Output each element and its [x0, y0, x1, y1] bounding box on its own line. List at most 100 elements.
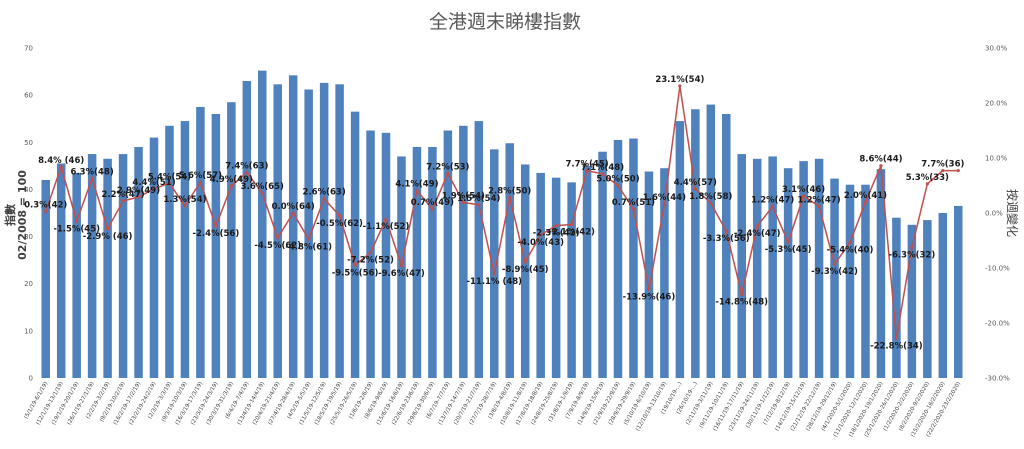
change-point [631, 207, 636, 211]
y-tick-label: 50 [24, 139, 33, 147]
bar [923, 220, 932, 378]
change-point [647, 287, 651, 292]
y2-axis-title: 按週變化 [1005, 189, 1020, 237]
bar [892, 217, 901, 378]
bar [830, 178, 839, 378]
bar [443, 130, 453, 378]
data-label: 1.2%(47) [797, 195, 840, 205]
data-label: 2.0%(41) [844, 191, 887, 201]
bar [954, 205, 963, 378]
change-point [600, 172, 605, 176]
change-point [894, 336, 899, 340]
change-point [879, 164, 883, 168]
bar [799, 161, 808, 378]
bar [180, 121, 190, 378]
change-point [183, 204, 187, 208]
change-point [786, 240, 790, 244]
y-axis-right: -30.0% -20.0% -10.0% 0.0% 10.0% 20.0% 30.0% [985, 45, 1010, 383]
bar [551, 177, 561, 378]
change-point [693, 187, 697, 191]
bar [319, 82, 329, 378]
bar [56, 163, 66, 378]
change-point [956, 169, 960, 173]
change-point [106, 227, 110, 231]
y-tick-label: 20 [24, 280, 33, 288]
data-label: 1.5%(54) [457, 194, 500, 204]
change-point [802, 194, 806, 198]
change-point [90, 176, 94, 180]
data-label: 1.3%(54) [163, 195, 206, 205]
data-label: -9.3%(42) [811, 267, 858, 277]
data-label: 2.2%(47) [101, 190, 144, 200]
bar [814, 158, 824, 378]
bar [907, 224, 917, 378]
change-point [136, 195, 141, 199]
change-point [260, 191, 264, 195]
data-label: 2.6%(63) [303, 188, 346, 198]
data-label: -1.5%(45) [53, 224, 100, 234]
data-label: -1.1%(52) [363, 222, 410, 232]
bar [196, 106, 205, 379]
data-label: -2.1%(42) [548, 228, 595, 238]
data-label: 0.0%(64) [272, 202, 315, 212]
bar [613, 139, 623, 378]
y2-tick-label: 20.0% [985, 100, 1008, 108]
y-tick-label: 10 [24, 327, 33, 335]
bar [258, 70, 267, 378]
data-label: 7.7%(36) [921, 160, 964, 170]
data-label: -6.3%(32) [889, 251, 936, 261]
y-tick-label: 70 [24, 45, 33, 53]
y-axis-subtitle: 02/2008 = 100 [16, 170, 29, 260]
change-point [508, 196, 512, 200]
change-point [368, 251, 373, 255]
y2-tick-label: 0.0% [985, 210, 1003, 218]
bar [644, 171, 654, 378]
bar [288, 75, 298, 378]
data-label: 4.9%(49) [210, 175, 253, 185]
y-tick-label: 60 [24, 92, 33, 100]
change-point [925, 182, 929, 186]
data-label: -0.5%(62) [316, 219, 363, 229]
change-point [214, 224, 218, 228]
data-label: -11.1% (48) [466, 277, 522, 287]
change-point [616, 183, 620, 188]
data-label: 3.1%(46) [782, 185, 825, 195]
change-point [662, 202, 667, 206]
change-point [338, 214, 342, 218]
bar [366, 130, 375, 378]
bar [474, 121, 484, 378]
change-point [291, 211, 295, 215]
bar [149, 137, 159, 378]
bar [876, 169, 886, 378]
data-label: -2.9% (46) [83, 232, 133, 242]
data-label: 1.6%(44) [643, 193, 686, 203]
change-point [430, 207, 434, 211]
data-label: -3.3%(56) [703, 234, 750, 244]
y-axis-left: 0 10 20 30 40 50 60 70 [24, 45, 33, 383]
data-label: 7.4%(63) [225, 161, 268, 171]
data-label: 8.4% (46) [38, 156, 84, 166]
bar [598, 151, 607, 378]
bar [536, 172, 545, 378]
change-point [709, 201, 713, 205]
change-point [678, 84, 682, 88]
data-label: -7.2%(52) [347, 256, 394, 266]
data-label: 8.6%(44) [859, 155, 902, 165]
bar [706, 104, 716, 378]
data-label: -4.5%(62) [254, 241, 301, 251]
data-label: -14.8%(48) [715, 297, 768, 307]
y-tick-label: 0 [29, 375, 33, 383]
bar [335, 84, 344, 379]
data-label: 2.8%(50) [488, 187, 531, 197]
change-point [461, 200, 465, 205]
bar [691, 109, 700, 378]
change-point [477, 203, 481, 207]
y-tick-label: 40 [24, 186, 33, 194]
change-point [848, 241, 852, 245]
data-label: -2.4%(47) [734, 229, 781, 239]
bar [41, 180, 50, 378]
bar [118, 154, 128, 378]
data-label: -9.6%(47) [378, 269, 425, 279]
change-point [121, 199, 125, 203]
